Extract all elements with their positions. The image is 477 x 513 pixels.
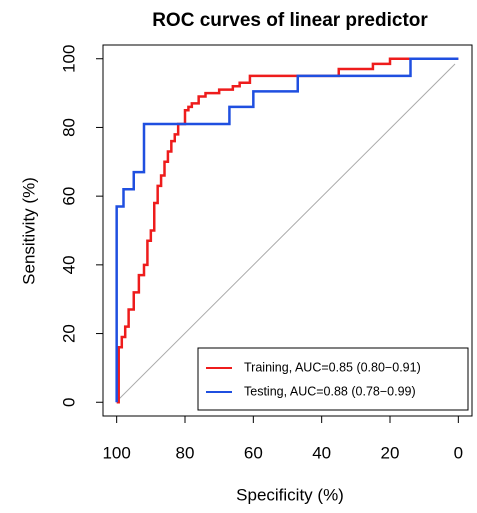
y-tick-label: 100 [59, 45, 78, 73]
chart-title: ROC curves of linear predictor [152, 10, 428, 31]
x-tick-label: 40 [312, 443, 331, 462]
reference-diagonal [116, 63, 456, 402]
x-axis-label: Specificity (%) [236, 485, 344, 504]
x-tick-label: 0 [454, 443, 463, 462]
y-tick-label: 40 [59, 255, 78, 274]
roc-curve [115, 57, 459, 403]
y-tick-label: 60 [59, 187, 78, 206]
y-tick-label: 20 [59, 324, 78, 343]
y-tick-label: 0 [59, 398, 78, 407]
x-tick-label: 20 [381, 443, 400, 462]
y-tick-label: 80 [59, 118, 78, 137]
legend-label: Training, AUC=0.85 (0.80−0.91) [244, 360, 421, 374]
x-tick-label: 60 [244, 443, 263, 462]
roc-curve [116, 57, 459, 404]
legend-box [197, 347, 469, 411]
y-axis-label: Sensitivity (%) [19, 177, 38, 285]
x-tick-label: 80 [176, 443, 195, 462]
plot-frame [102, 44, 473, 417]
x-tick-label: 100 [102, 443, 130, 462]
legend-label: Testing, AUC=0.88 (0.78−0.99) [244, 384, 416, 398]
